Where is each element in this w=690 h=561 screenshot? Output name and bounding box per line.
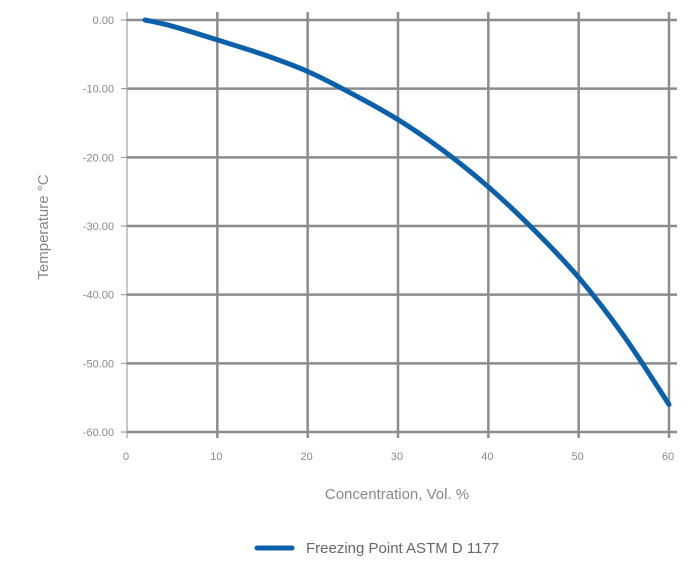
y-axis-title: Temperature °C bbox=[35, 174, 52, 279]
y-tick-label: -20.00 bbox=[83, 152, 114, 164]
x-tick-label: 0 bbox=[123, 451, 129, 463]
x-tick-label: 10 bbox=[210, 451, 222, 463]
x-tick-label: 50 bbox=[572, 451, 584, 463]
series-line-0 bbox=[142, 17, 672, 407]
x-tick-label: 20 bbox=[301, 451, 313, 463]
legend[interactable]: Freezing Point ASTM D 1177 bbox=[254, 540, 499, 557]
x-tick-label: 40 bbox=[481, 451, 493, 463]
x-tick-label: 30 bbox=[391, 451, 403, 463]
legend-label: Freezing Point ASTM D 1177 bbox=[306, 540, 499, 557]
y-tick-label: 0.00 bbox=[93, 15, 114, 27]
series-layer bbox=[142, 17, 672, 407]
grid bbox=[127, 12, 677, 438]
y-axis-ticks: 0.00 -10.00 -20.00 -30.00 -40.00 -50.00 -60.00 bbox=[83, 15, 127, 439]
x-axis-title: Concentration, Vol. % bbox=[325, 486, 469, 503]
x-tick-label: 60 bbox=[662, 451, 674, 463]
y-tick-label: -40.00 bbox=[83, 290, 114, 302]
y-tick-label: -60.00 bbox=[83, 427, 114, 439]
x-axis-ticks: 0 10 20 30 40 50 60 bbox=[123, 451, 674, 463]
y-tick-label: -50.00 bbox=[83, 358, 114, 370]
y-tick-label: -30.00 bbox=[83, 221, 114, 233]
y-tick-label: -10.00 bbox=[83, 84, 114, 96]
